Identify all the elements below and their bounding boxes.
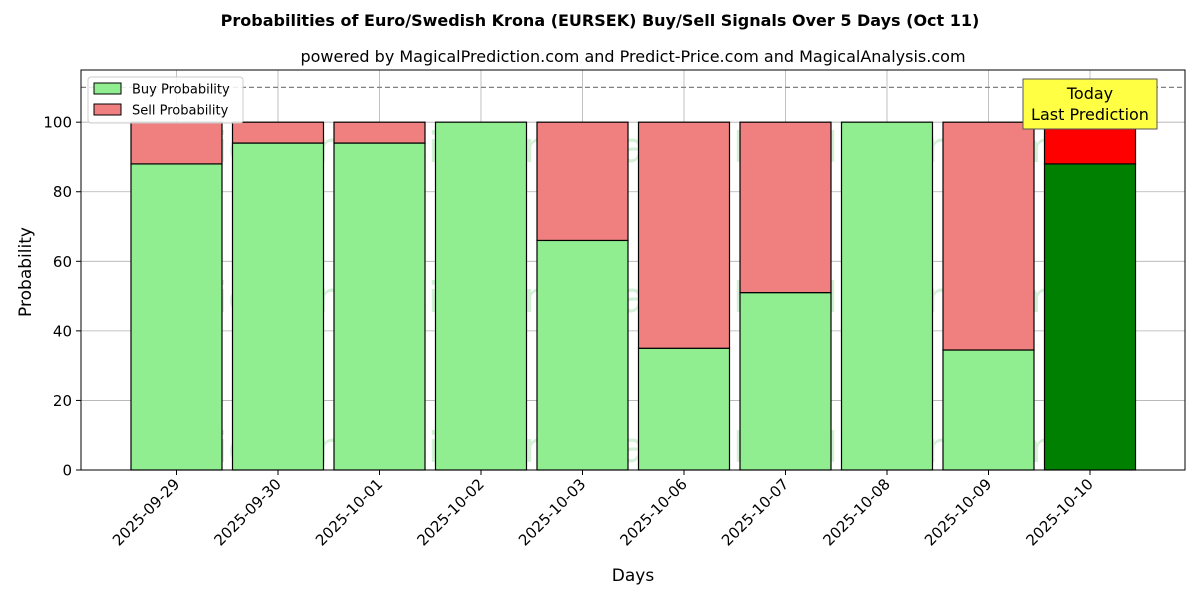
bar-sell [536, 121, 629, 242]
bar-sell [739, 121, 832, 294]
chart-subtitle: powered by MagicalPrediction.com and Pre… [300, 47, 965, 66]
x-tick-label: 2025-10-01 [312, 475, 386, 549]
bar-buy [637, 347, 731, 471]
legend-swatch [93, 103, 122, 116]
bar-sell [637, 121, 731, 349]
y-tick-label: 40 [53, 322, 72, 340]
annotation-text: Today [1066, 84, 1113, 103]
chart-title: Probabilities of Euro/Swedish Krona (EUR… [221, 11, 980, 30]
bar-buy [942, 349, 1035, 471]
bar-buy [130, 163, 223, 471]
bars [130, 121, 1137, 471]
bar-sell [333, 121, 426, 144]
legend-swatch [93, 82, 122, 95]
annotation-box [1022, 78, 1158, 130]
y-tick-label: 0 [62, 462, 72, 480]
bar-buy [434, 121, 528, 471]
y-tick-label: 20 [53, 392, 72, 410]
bar-buy [739, 292, 832, 471]
legend: Buy Probability Sell Probability [87, 76, 244, 124]
x-tick-label: 2025-10-08 [819, 475, 893, 549]
bar-buy [1043, 163, 1137, 471]
x-tick-label: 2025-10-07 [718, 475, 792, 549]
x-tick-label: 2025-09-29 [109, 475, 183, 549]
x-tick-label: 2025-10-10 [1022, 475, 1096, 549]
y-axis-label: Probability [16, 227, 36, 317]
x-tick-label: 2025-10-09 [921, 475, 995, 549]
x-tick-label: 2025-10-03 [515, 475, 589, 549]
legend-box [87, 76, 244, 124]
y-tick-label: 80 [53, 183, 72, 201]
axes [80, 69, 1186, 471]
x-tick-label: 2025-10-02 [413, 475, 487, 549]
y-ticks: 0 20 40 60 80 100 [43, 114, 81, 480]
legend-label: Sell Probability [132, 104, 229, 119]
bar-sell [130, 121, 223, 165]
y-tick-label: 60 [53, 253, 72, 271]
legend-label: Buy Probability [132, 83, 230, 98]
bar-buy [333, 142, 426, 471]
annotation-text: Last Prediction [1031, 105, 1149, 124]
bar-buy [231, 142, 325, 471]
bar-sell [942, 121, 1035, 351]
x-tick-label: 2025-10-06 [616, 475, 690, 549]
x-tick-label: 2025-09-30 [210, 475, 284, 549]
plot-frame [80, 69, 1186, 471]
bar-buy [536, 239, 629, 471]
x-ticks: 2025-09-29 2025-09-30 2025-10-01 2025-10-02… [109, 470, 1097, 549]
bar-sell [231, 121, 325, 144]
x-axis-label: Days [612, 566, 655, 586]
annotation: Today Last Prediction [1022, 78, 1158, 130]
y-tick-label: 100 [43, 114, 72, 132]
bar-buy [840, 121, 934, 471]
